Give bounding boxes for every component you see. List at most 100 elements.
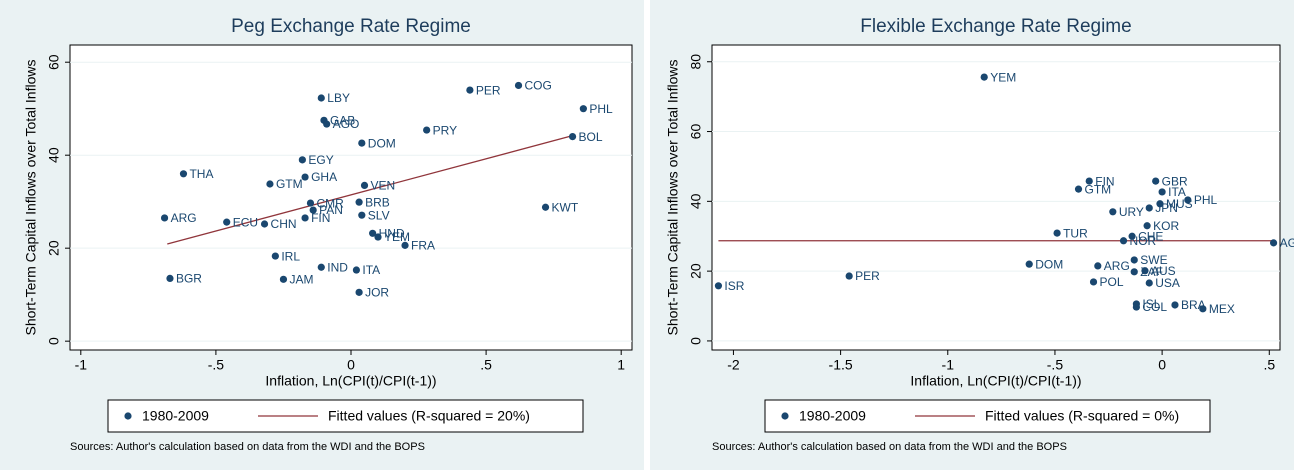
point bbox=[369, 229, 377, 237]
x-tick-label: .5 bbox=[480, 357, 492, 373]
point bbox=[1128, 232, 1136, 240]
point bbox=[1184, 196, 1192, 204]
fit-line bbox=[167, 135, 573, 245]
point-label: CHN bbox=[271, 217, 297, 231]
x-tick-label: 0 bbox=[347, 357, 355, 373]
legend-text: 1980-2009 bbox=[142, 408, 209, 424]
point-label: TUR bbox=[1063, 226, 1088, 240]
point-label: YEM bbox=[384, 230, 410, 244]
point bbox=[1171, 301, 1179, 309]
x-tick-label: 1 bbox=[617, 357, 625, 373]
chart-title: Peg Exchange Rate Regime bbox=[231, 16, 471, 37]
point bbox=[317, 263, 325, 271]
point-label: PHL bbox=[1194, 193, 1218, 207]
point bbox=[160, 214, 169, 222]
y-tick-label: 40 bbox=[46, 147, 62, 163]
point-label: PER bbox=[476, 83, 501, 97]
point-label: URY bbox=[1119, 205, 1144, 219]
plot-area bbox=[69, 44, 633, 351]
point-label: DOM bbox=[368, 136, 396, 150]
point bbox=[1132, 303, 1140, 311]
point bbox=[1141, 267, 1149, 275]
point-label: ECU bbox=[233, 215, 258, 229]
point-label: YEM bbox=[990, 70, 1016, 84]
point-label: CMR bbox=[316, 196, 344, 210]
point-label: IRL bbox=[281, 249, 300, 263]
point-label: BGR bbox=[176, 272, 202, 286]
point-label: CHE bbox=[1138, 229, 1163, 243]
point bbox=[358, 139, 366, 147]
point-label: FRA bbox=[411, 239, 435, 253]
x-tick-label: -1 bbox=[75, 357, 88, 373]
point-label: PAN bbox=[319, 203, 343, 217]
point bbox=[271, 252, 279, 260]
point-label: SLV bbox=[368, 208, 390, 222]
legend-marker bbox=[124, 412, 132, 420]
point-label: ITA bbox=[362, 263, 380, 277]
x-tick-label: -2 bbox=[727, 357, 740, 373]
point-label: PRY bbox=[433, 123, 457, 137]
point bbox=[1085, 177, 1093, 185]
point bbox=[301, 173, 309, 181]
point-label: GBR bbox=[1162, 174, 1188, 188]
point bbox=[279, 275, 288, 283]
point bbox=[1109, 208, 1117, 216]
x-axis-label: Inflation, Ln(CPI(t)/CPI(t-1)) bbox=[910, 373, 1081, 389]
point bbox=[374, 233, 382, 241]
point bbox=[166, 274, 174, 282]
point bbox=[1199, 305, 1207, 313]
point bbox=[266, 180, 274, 188]
source-note: Sources: Author's calculation based on d… bbox=[712, 441, 1067, 453]
point-label: BOL bbox=[579, 130, 603, 144]
point bbox=[1156, 200, 1164, 208]
point bbox=[306, 199, 315, 207]
point-label: DOM bbox=[1035, 257, 1063, 271]
point bbox=[1074, 185, 1083, 193]
point-label: GAB bbox=[330, 113, 355, 127]
point-label: MUS bbox=[1166, 197, 1193, 211]
legend-text: 1980-2009 bbox=[799, 408, 866, 424]
point bbox=[1130, 256, 1138, 264]
point-label: ITA bbox=[1168, 185, 1186, 199]
point-label: COL bbox=[1142, 300, 1167, 314]
point bbox=[514, 81, 523, 90]
legend-text: Fitted values (R-squared = 20%) bbox=[328, 408, 530, 424]
point bbox=[1094, 262, 1102, 270]
source-note: Sources: Author's calculation based on d… bbox=[70, 441, 425, 453]
x-tick-label: -1.5 bbox=[829, 357, 853, 373]
legend-marker bbox=[781, 412, 789, 420]
point-label: PER bbox=[855, 269, 880, 283]
point-label: PHL bbox=[589, 102, 613, 116]
y-tick-label: 80 bbox=[688, 54, 704, 70]
x-tick-label: -1 bbox=[942, 357, 955, 373]
point-label: EGY bbox=[308, 153, 333, 167]
point bbox=[260, 220, 269, 228]
point bbox=[541, 203, 550, 211]
point bbox=[352, 266, 361, 274]
point bbox=[358, 211, 366, 219]
point bbox=[401, 241, 409, 249]
x-tick-label: -.5 bbox=[1047, 357, 1064, 373]
point-label: ISL bbox=[1142, 297, 1160, 311]
point bbox=[714, 282, 723, 290]
legend-box bbox=[107, 399, 584, 433]
y-axis-label: Short-Term Capital Inflows over Total In… bbox=[665, 60, 681, 336]
x-tick-label: .5 bbox=[1263, 357, 1275, 373]
point-label: COG bbox=[525, 79, 552, 93]
point bbox=[179, 170, 188, 178]
point bbox=[579, 105, 587, 113]
point-label: JOR bbox=[365, 286, 389, 300]
point-label: JAM bbox=[289, 273, 313, 287]
point bbox=[568, 132, 577, 141]
point bbox=[423, 126, 431, 134]
point-label: SWE bbox=[1140, 253, 1167, 267]
point-label: VEN bbox=[371, 179, 396, 193]
point-label: FIN bbox=[311, 211, 330, 225]
point-label: FIN bbox=[1095, 174, 1114, 188]
legend-text: Fitted values (R-squared = 0%) bbox=[985, 408, 1179, 424]
point-label: ISR bbox=[724, 279, 744, 293]
point bbox=[1152, 177, 1160, 185]
point bbox=[301, 214, 309, 222]
point bbox=[309, 206, 317, 214]
